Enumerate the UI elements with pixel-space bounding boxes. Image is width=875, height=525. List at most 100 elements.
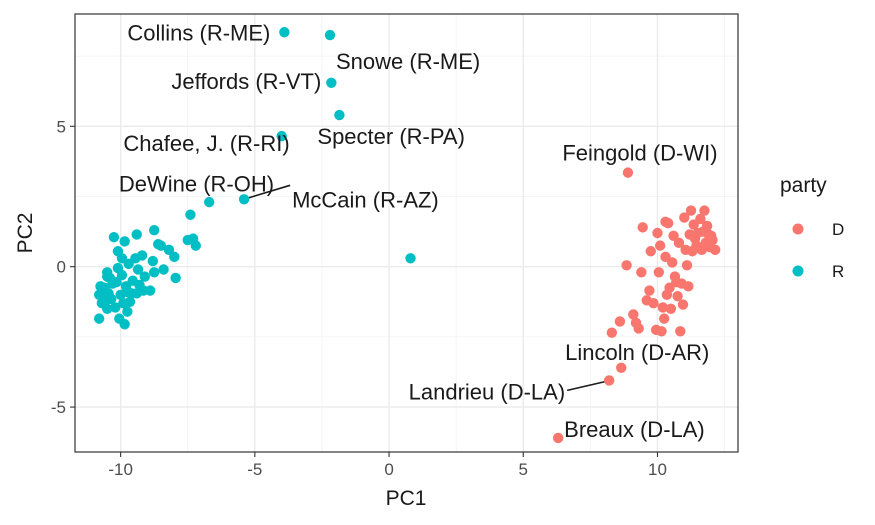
data-point-r (116, 253, 128, 264)
point-annotation: Breaux (D-LA) (564, 417, 705, 442)
x-tick-label: -5 (247, 460, 262, 479)
major-gridlines (75, 14, 738, 452)
x-axis-ticks: -10 -5 0 5 10 (108, 452, 667, 479)
data-point-d (656, 326, 667, 337)
data-point-r (108, 232, 120, 243)
data-point-r (190, 240, 201, 251)
data-point-d (621, 260, 632, 271)
data-point-d (709, 244, 721, 256)
data-point-d (644, 285, 655, 296)
data-point-r (122, 306, 133, 317)
data-point-d (683, 281, 694, 292)
point-annotation: Lincoln (D-AR) (565, 340, 709, 365)
data-point-r (114, 313, 125, 324)
leader-line-landrieu (566, 380, 607, 392)
legend-title: party (780, 174, 827, 197)
data-point-r (148, 267, 160, 278)
data-point-r (132, 264, 144, 275)
data-point-r (334, 109, 345, 121)
minor-gridlines (75, 14, 738, 452)
data-point-d (633, 323, 644, 334)
data-point-r (112, 262, 124, 274)
data-point-r (185, 209, 196, 220)
data-point-r (148, 224, 160, 236)
data-point-r (153, 239, 164, 250)
data-point-d (645, 246, 656, 257)
y-tick-label: 0 (57, 258, 66, 277)
data-point-r (102, 271, 113, 282)
data-point-r (118, 297, 129, 309)
data-point-d (672, 290, 683, 302)
plot-border (74, 13, 739, 453)
data-point-d (637, 222, 648, 233)
annotation-leader-lines (246, 184, 607, 392)
data-point-r (169, 251, 180, 263)
data-point-d (685, 205, 697, 216)
data-point-d (653, 267, 665, 278)
data-point-r (93, 313, 105, 324)
legend-key-d (792, 223, 804, 235)
y-axis-title: PC2 (14, 213, 37, 254)
data-point-d (658, 313, 670, 324)
data-point-r (158, 264, 169, 275)
legend-label-d: D (832, 220, 844, 239)
data-point-r (182, 234, 193, 246)
leader-line-mccain (246, 184, 291, 200)
data-point-d (654, 240, 666, 251)
data-point-d (622, 167, 634, 178)
x-tick-label: -10 (108, 460, 133, 479)
point-annotation: McCain (R-AZ) (292, 187, 439, 212)
data-point-r (139, 271, 150, 282)
data-points (93, 27, 721, 444)
data-point-r (238, 194, 250, 205)
point-annotation: Chafee, J. (R-RI) (123, 131, 289, 156)
data-point-d (695, 213, 706, 225)
data-point-d (701, 220, 713, 232)
x-tick-label: 10 (648, 460, 667, 479)
x-tick-label: 0 (384, 460, 393, 479)
data-point-r (119, 236, 130, 247)
data-point-d (668, 230, 679, 242)
y-tick-label: -5 (51, 398, 66, 417)
data-point-r (170, 272, 181, 284)
plot-background (75, 14, 738, 452)
data-point-d (552, 432, 564, 444)
data-point-r (96, 297, 108, 309)
point-annotation: Feingold (D-WI) (562, 141, 717, 166)
data-point-r (276, 130, 287, 142)
data-point-r (326, 77, 337, 88)
point-annotation: Landrieu (D-LA) (409, 379, 566, 404)
x-axis-title: PC1 (386, 487, 427, 510)
data-point-r (405, 253, 416, 264)
data-point-d (628, 309, 639, 320)
data-point-r (147, 255, 159, 267)
data-point-d (665, 303, 677, 315)
data-point-r (324, 29, 336, 41)
legend: party D R (780, 174, 844, 281)
x-tick-label: 5 (519, 460, 528, 479)
data-point-r (163, 244, 175, 256)
data-point-d (603, 375, 615, 386)
data-point-d (707, 234, 718, 246)
data-point-d (673, 237, 685, 249)
data-point-d (648, 297, 659, 309)
data-point-r (110, 302, 121, 313)
y-tick-label: 5 (57, 117, 66, 136)
data-point-r (93, 289, 105, 300)
data-point-d (663, 217, 674, 229)
data-point-d (677, 299, 689, 310)
data-point-d (652, 227, 663, 239)
y-axis-ticks: -5 0 5 (51, 117, 75, 417)
data-point-d (614, 316, 626, 327)
data-point-r (204, 196, 215, 208)
point-annotation: Collins (R-ME) (127, 20, 270, 45)
data-point-d (675, 326, 686, 337)
data-point-r (122, 286, 133, 298)
data-point-d (667, 257, 678, 268)
data-point-d (699, 205, 710, 216)
point-annotation: Jeffords (R-VT) (171, 69, 321, 94)
data-point-d (606, 327, 618, 338)
legend-key-r (792, 265, 804, 277)
data-point-r (95, 281, 106, 292)
